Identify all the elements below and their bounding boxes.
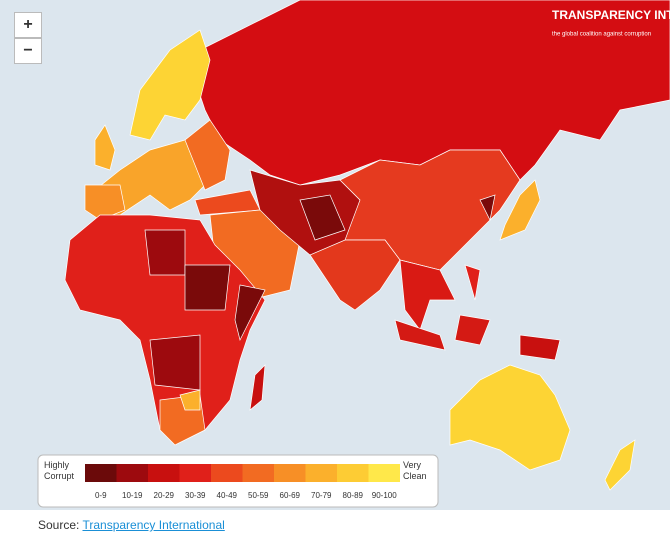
country — [179, 389, 201, 411]
legend-bin-label: 40-49 — [217, 491, 238, 500]
country — [249, 364, 266, 411]
country — [129, 29, 211, 141]
country — [184, 119, 231, 191]
country — [449, 364, 571, 471]
legend-swatch — [85, 464, 117, 482]
legend-bin-label: 60-69 — [280, 491, 301, 500]
source-prefix: Source: — [38, 518, 80, 532]
country — [499, 179, 541, 241]
legend-swatch — [368, 464, 400, 482]
legend-bin-label: 20-29 — [154, 491, 175, 500]
legend-low: Highly Corrupt — [44, 460, 75, 481]
country — [399, 259, 456, 331]
country — [454, 314, 491, 346]
legend-low-label: Highly Corrupt — [44, 460, 75, 481]
legend-swatch — [211, 464, 243, 482]
legend-high-label: Very Clean — [403, 460, 427, 481]
legend-bin-label: 80-89 — [343, 491, 364, 500]
country — [234, 284, 266, 342]
legend-swatch — [242, 464, 274, 482]
country — [604, 439, 636, 491]
map: TRANSPARENCY INTERNATIONAL the global co… — [0, 0, 670, 510]
source: Source: Transparency International — [38, 518, 225, 532]
country — [309, 239, 401, 311]
legend-bin-label: 90-100 — [372, 491, 397, 500]
country — [479, 194, 496, 222]
legend-bin-label: 10-19 — [122, 491, 143, 500]
legend-bin-label: 50-59 — [248, 491, 269, 500]
legend-swatch — [337, 464, 369, 482]
country — [299, 194, 346, 241]
legend-bin-label: 0-9 — [95, 491, 107, 500]
country — [144, 229, 186, 276]
legend-high: Very Clean — [403, 460, 427, 481]
country — [149, 334, 201, 391]
legend-swatch — [116, 464, 148, 482]
logo-tagline: the global coalition against corruption — [552, 32, 651, 38]
legend-bin-label: 30-39 — [185, 491, 206, 500]
legend-swatch — [148, 464, 180, 482]
zoom-out[interactable]: − — [14, 38, 42, 64]
country — [94, 124, 116, 171]
legend-swatch — [305, 464, 337, 482]
source-link[interactable]: Transparency International — [82, 518, 225, 532]
country — [519, 334, 561, 361]
country — [184, 264, 231, 311]
logo-name: TRANSPARENCY INTERNATIONAL — [552, 8, 670, 22]
country — [394, 319, 446, 351]
legend-swatch — [179, 464, 211, 482]
country — [464, 264, 481, 301]
legend-bin-label: 70-79 — [311, 491, 332, 500]
zoom-in[interactable]: + — [14, 12, 42, 38]
legend-swatch — [274, 464, 306, 482]
